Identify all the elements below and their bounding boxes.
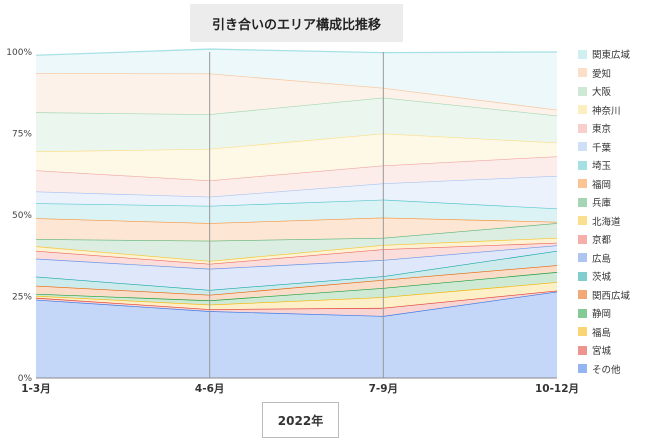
legend-item: 関東広域 bbox=[578, 45, 630, 64]
area-series-15 bbox=[36, 133, 557, 181]
area-series-18 bbox=[36, 49, 557, 110]
legend-swatch bbox=[578, 197, 587, 207]
legend-item: 茨城 bbox=[578, 267, 630, 286]
legend-label: 東京 bbox=[592, 124, 612, 136]
legend-item: 北海道 bbox=[578, 212, 630, 231]
legend-swatch bbox=[578, 308, 587, 318]
legend-swatch bbox=[578, 179, 587, 189]
legend-swatch bbox=[578, 49, 587, 59]
legend-item: 宮城 bbox=[578, 341, 630, 360]
area-series-14 bbox=[36, 156, 557, 197]
legend-item: 静岡 bbox=[578, 304, 630, 323]
legend-item: 広島 bbox=[578, 249, 630, 268]
legend-label: 茨城 bbox=[592, 272, 612, 284]
y-tick-label: 25% bbox=[12, 293, 32, 303]
legend-swatch bbox=[578, 216, 587, 226]
x-tick-label: 7-9月 bbox=[369, 383, 398, 395]
legend-item: 千葉 bbox=[578, 138, 630, 157]
legend-item: 関西広域 bbox=[578, 286, 630, 305]
x-tick-label: 10-12月 bbox=[535, 383, 579, 395]
legend-label: 大阪 bbox=[592, 87, 612, 99]
x-tick-label: 4-6月 bbox=[195, 383, 224, 395]
area-series-6 bbox=[36, 250, 557, 295]
legend-swatch bbox=[578, 234, 587, 244]
legend-label: 宮城 bbox=[592, 346, 612, 358]
chart-title: 引き合いのエリア構成比推移 bbox=[190, 4, 403, 42]
legend-label: 関東広域 bbox=[592, 50, 631, 62]
legend-swatch bbox=[578, 327, 587, 337]
x-axis-label: 2022年 bbox=[262, 402, 339, 438]
legend-swatch bbox=[578, 290, 587, 300]
legend-item: 大阪 bbox=[578, 82, 630, 101]
area-series-1 bbox=[36, 291, 557, 378]
area-series-13 bbox=[36, 175, 557, 209]
legend-swatch bbox=[578, 105, 587, 115]
legend-label: 兵庫 bbox=[592, 198, 612, 210]
area-series-17 bbox=[36, 73, 557, 116]
legend-label: 福岡 bbox=[592, 179, 612, 191]
area-series-2 bbox=[36, 290, 557, 317]
legend-swatch bbox=[578, 364, 587, 374]
legend-label: 福島 bbox=[592, 327, 612, 339]
x-tick-label: 1-3月 bbox=[21, 383, 50, 395]
legend-swatch bbox=[578, 142, 587, 152]
legend-swatch bbox=[578, 86, 587, 96]
legend-swatch bbox=[578, 68, 587, 78]
legend-item: 埼玉 bbox=[578, 156, 630, 175]
y-tick-label: 50% bbox=[12, 211, 32, 221]
legend-label: 愛知 bbox=[592, 68, 612, 80]
legend-label: 埼玉 bbox=[592, 161, 612, 173]
legend-label: 京都 bbox=[592, 235, 612, 247]
legend-label: 神奈川 bbox=[592, 105, 621, 117]
line-series-16 bbox=[35, 96, 558, 117]
area-series-5 bbox=[36, 265, 557, 301]
legend-label: 北海道 bbox=[592, 216, 621, 228]
legend-label: 広島 bbox=[592, 253, 612, 265]
legend-item: 福島 bbox=[578, 323, 630, 342]
legend-label: 静岡 bbox=[592, 309, 612, 321]
y-tick-label: 0% bbox=[18, 374, 33, 384]
legend-label: その他 bbox=[592, 364, 621, 376]
legend-item: 京都 bbox=[578, 230, 630, 249]
line-series-18 bbox=[35, 48, 558, 56]
legend-item: 兵庫 bbox=[578, 193, 630, 212]
legend-item: 東京 bbox=[578, 119, 630, 138]
legend-label: 千葉 bbox=[592, 142, 612, 154]
legend-swatch bbox=[578, 345, 587, 355]
legend-swatch bbox=[578, 253, 587, 263]
legend-item: 愛知 bbox=[578, 64, 630, 83]
area-series-4 bbox=[36, 272, 557, 305]
area-series-10 bbox=[36, 223, 557, 261]
legend-swatch bbox=[578, 160, 587, 170]
legend-item: 神奈川 bbox=[578, 101, 630, 120]
area-series-16 bbox=[36, 97, 557, 152]
area-series-8 bbox=[36, 242, 557, 269]
legend-swatch bbox=[578, 123, 587, 133]
y-tick-label: 100% bbox=[6, 48, 32, 58]
chart-legend: 関東広域愛知大阪神奈川東京千葉埼玉福岡兵庫北海道京都広島茨城関西広域静岡福島宮城… bbox=[578, 45, 630, 378]
y-tick-label: 75% bbox=[12, 130, 32, 140]
legend-item: その他 bbox=[578, 360, 630, 379]
legend-item: 福岡 bbox=[578, 175, 630, 194]
legend-label: 関西広域 bbox=[592, 290, 631, 302]
legend-swatch bbox=[578, 271, 587, 281]
area-series-11 bbox=[36, 217, 557, 241]
